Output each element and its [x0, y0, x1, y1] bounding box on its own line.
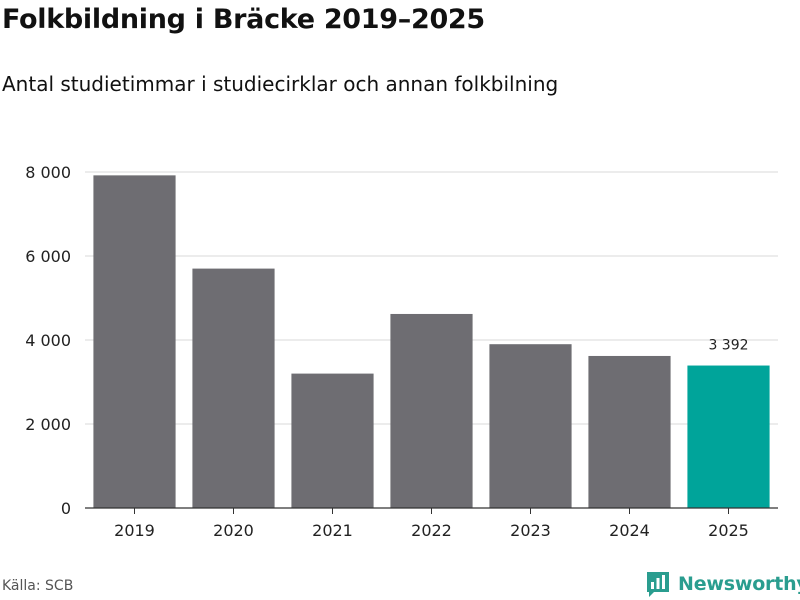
x-axis-ticks: 2019 2020 2021 2022 2023 2024 2025 — [85, 507, 778, 540]
source-note: Källa: SCB — [2, 578, 74, 594]
y-tick-label: 8 000 — [25, 163, 71, 182]
y-axis-ticks: 0 2 000 4 000 6 000 8 000 — [25, 163, 71, 518]
x-tick-label: 2021 — [312, 521, 353, 540]
bar-2020 — [192, 268, 275, 508]
x-tick-label: 2020 — [213, 521, 254, 540]
brand[interactable]: Newsworthy — [645, 570, 800, 598]
y-tick-label: 0 — [61, 499, 71, 518]
bar-2024 — [588, 355, 671, 508]
x-tick-label: 2023 — [510, 521, 551, 540]
chart-subtitle: Antal studietimmar i studiecirklar och a… — [2, 72, 559, 96]
bar-2019 — [93, 175, 176, 509]
bar-2021 — [291, 373, 374, 508]
brand-name: Newsworthy — [678, 573, 800, 595]
bar-2025 — [687, 365, 770, 508]
bars — [93, 175, 770, 509]
y-tick-label: 6 000 — [25, 247, 71, 266]
x-tick-label: 2024 — [609, 521, 650, 540]
data-labels: 3 392 — [708, 338, 748, 354]
bar-2023 — [489, 344, 572, 508]
chart-title: Folkbildning i Bräcke 2019–2025 — [2, 4, 485, 35]
x-tick-label: 2019 — [114, 521, 155, 540]
bar-2022 — [390, 313, 473, 508]
x-tick-label: 2025 — [708, 521, 749, 540]
y-tick-label: 2 000 — [25, 415, 71, 434]
x-tick-label: 2022 — [411, 521, 452, 540]
y-tick-label: 4 000 — [25, 331, 71, 350]
data-label: 3 392 — [708, 338, 748, 354]
newsworthy-logo-icon — [647, 572, 669, 597]
